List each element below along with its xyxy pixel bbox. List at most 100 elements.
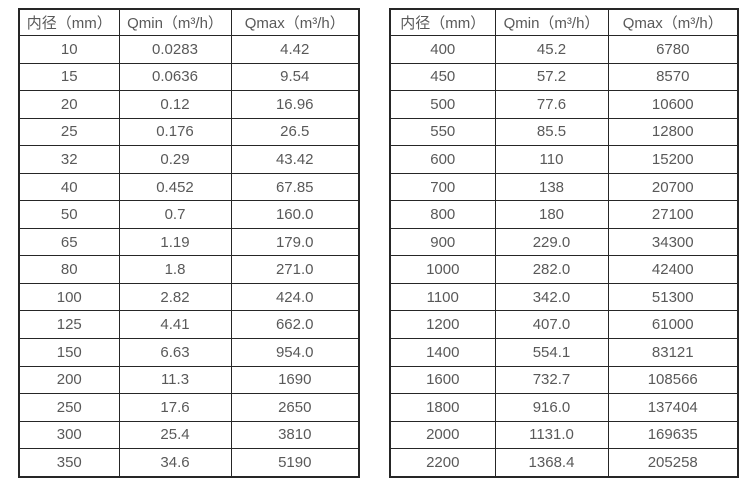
table-cell: 20 [18,90,120,119]
table-cell: 2000 [389,420,496,450]
table-cell: 85.5 [494,117,609,147]
table-cell: 20700 [607,172,739,202]
header-row: 内径（mm） Qmin（m³/h） Qmax（m³/h） [389,8,739,36]
table-cell: 67.85 [230,172,360,202]
table-cell: 4.41 [118,310,232,340]
table-cell: 662.0 [230,310,360,340]
table-cell: 8570 [607,62,739,92]
table-cell: 137404 [607,393,739,422]
table-cell: 65 [18,227,120,257]
table-cell: 3810 [230,420,360,450]
flow-rate-tables-container: 内径（mm） Qmin（m³/h） Qmax（m³/h） 10 0.0283 4.42 15… [18,8,739,478]
table-row: 900 229.0 34300 [389,227,739,257]
header-cell: Qmax（m³/h） [607,8,739,36]
table-row: 200 11.3 1690 [18,365,360,395]
table-cell: 1100 [389,282,496,312]
table-cell: 916.0 [494,393,609,422]
table-cell: 6780 [607,35,739,64]
table-cell: 0.12 [118,90,232,119]
table-row: 50 0.7 160.0 [18,200,360,229]
table-row: 1800 916.0 137404 [389,393,739,422]
table-cell: 10 [18,35,120,64]
table-cell: 600 [389,145,496,174]
table-cell: 125 [18,310,120,340]
table-cell: 108566 [607,365,739,395]
table-row: 40 0.452 67.85 [18,172,360,202]
table-cell: 1800 [389,393,496,422]
table-row: 300 25.4 3810 [18,420,360,450]
table-cell: 0.29 [118,145,232,174]
header-cell: 内径（mm） [18,8,120,36]
table-cell: 25 [18,117,120,147]
table-row: 65 1.19 179.0 [18,227,360,257]
table-cell: 271.0 [230,255,360,284]
table-cell: 554.1 [494,338,609,367]
table-cell: 954.0 [230,338,360,367]
table-cell: 1.19 [118,227,232,257]
table-cell: 1200 [389,310,496,340]
table-cell: 450 [389,62,496,92]
table-cell: 1600 [389,365,496,395]
table-cell: 9.54 [230,62,360,92]
table-cell: 25.4 [118,420,232,450]
header-cell: 内径（mm） [389,8,496,36]
flow-rate-table-large-diameters: 内径（mm） Qmin（m³/h） Qmax（m³/h） 400 45.2 6780 450… [389,8,739,478]
table-cell: 1000 [389,255,496,284]
table-cell: 6.63 [118,338,232,367]
table-cell: 32 [18,145,120,174]
table-cell: 1.8 [118,255,232,284]
table-cell: 350 [18,448,120,478]
table-cell: 80 [18,255,120,284]
table-cell: 1690 [230,365,360,395]
table-row: 25 0.176 26.5 [18,117,360,147]
table-cell: 282.0 [494,255,609,284]
table-cell: 138 [494,172,609,202]
table-cell: 424.0 [230,282,360,312]
table-row: 100 2.82 424.0 [18,282,360,312]
table-cell: 0.176 [118,117,232,147]
table-row: 150 6.63 954.0 [18,338,360,367]
table-cell: 16.96 [230,90,360,119]
table-cell: 34300 [607,227,739,257]
table-row: 15 0.0636 9.54 [18,62,360,92]
table-row: 2000 1131.0 169635 [389,420,739,450]
table-row: 800 180 27100 [389,200,739,229]
table-row: 125 4.41 662.0 [18,310,360,340]
table-cell: 42400 [607,255,739,284]
flow-rate-table-small-diameters: 内径（mm） Qmin（m³/h） Qmax（m³/h） 10 0.0283 4.42 15… [18,8,360,478]
table-cell: 229.0 [494,227,609,257]
table-cell: 15 [18,62,120,92]
table-row: 1600 732.7 108566 [389,365,739,395]
table-cell: 77.6 [494,90,609,119]
table-cell: 407.0 [494,310,609,340]
table-cell: 160.0 [230,200,360,229]
table-cell: 205258 [607,448,739,478]
table-cell: 57.2 [494,62,609,92]
table-cell: 2200 [389,448,496,478]
table-row: 80 1.8 271.0 [18,255,360,284]
table-cell: 45.2 [494,35,609,64]
header-cell: Qmax（m³/h） [230,8,360,36]
table-cell: 342.0 [494,282,609,312]
table-cell: 800 [389,200,496,229]
table-cell: 1400 [389,338,496,367]
table-row: 350 34.6 5190 [18,448,360,478]
table-cell: 12800 [607,117,739,147]
table-cell: 300 [18,420,120,450]
table-cell: 40 [18,172,120,202]
table-row: 250 17.6 2650 [18,393,360,422]
table-row: 600 110 15200 [389,145,739,174]
table-cell: 0.0283 [118,35,232,64]
table-cell: 180 [494,200,609,229]
table-cell: 169635 [607,420,739,450]
table-cell: 5190 [230,448,360,478]
table-row: 32 0.29 43.42 [18,145,360,174]
table-cell: 27100 [607,200,739,229]
table-cell: 0.0636 [118,62,232,92]
table-row: 450 57.2 8570 [389,62,739,92]
table-row: 20 0.12 16.96 [18,90,360,119]
table-row: 1200 407.0 61000 [389,310,739,340]
table-row: 2200 1368.4 205258 [389,448,739,478]
table-cell: 200 [18,365,120,395]
table-cell: 50 [18,200,120,229]
